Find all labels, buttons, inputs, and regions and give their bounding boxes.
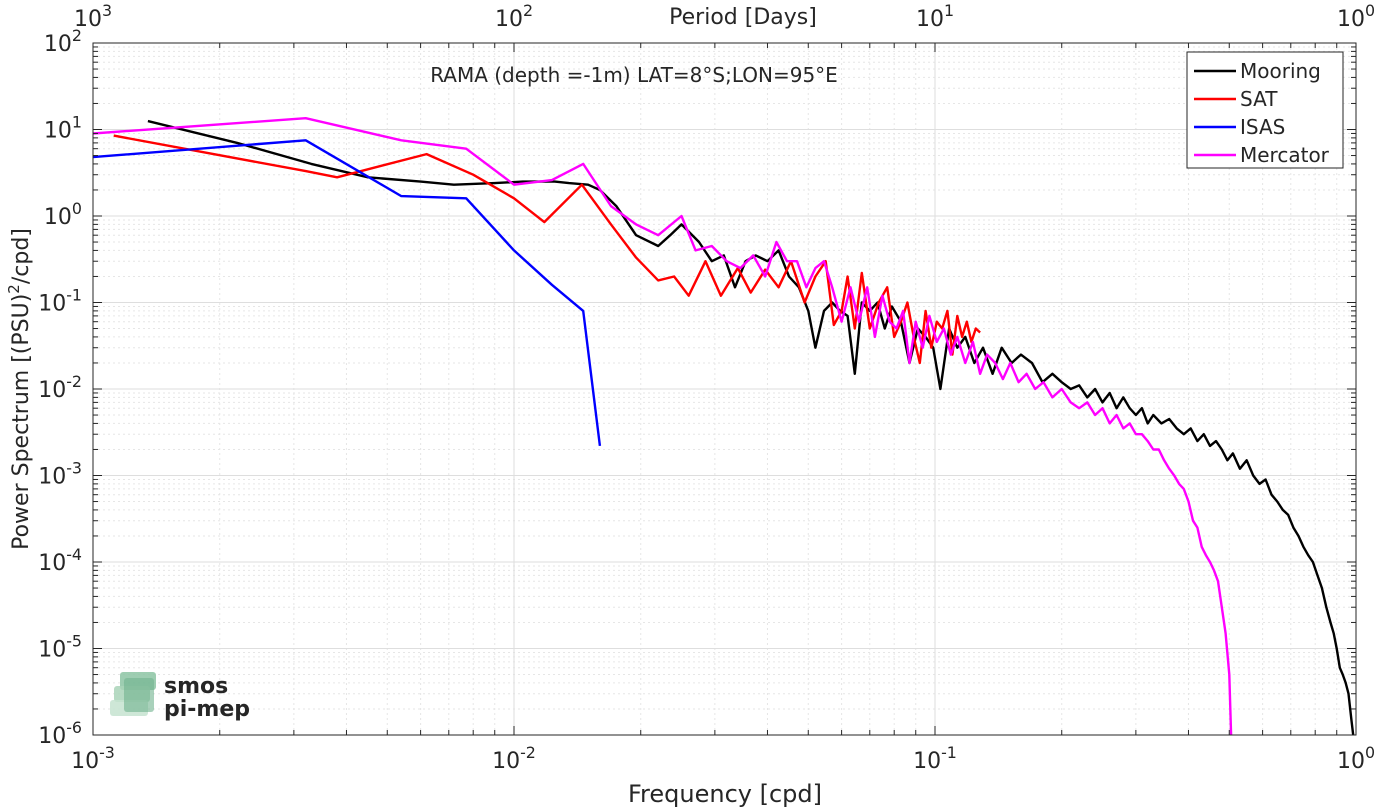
chart-title: RAMA (depth =-1m) LAT=8°S;LON=95°E xyxy=(430,63,838,87)
x2-tick-label: 102 xyxy=(495,1,533,32)
legend-label-sat: SAT xyxy=(1240,87,1278,111)
y-tick-label: 10-3 xyxy=(38,459,82,490)
y-axis-label: Power Spectrum [(PSU)2/cpd] xyxy=(5,228,34,550)
smos-pimep-logo: smos pi-mep xyxy=(110,672,250,722)
y-tick-label: 10-4 xyxy=(38,545,82,576)
series-line-isas xyxy=(92,139,602,447)
x-tick-labels: 10-3 10-2 10-1 100 xyxy=(71,743,1375,774)
x2-tick-label: 100 xyxy=(1337,1,1375,32)
major-grid xyxy=(92,43,1356,736)
y-tick-label: 10-6 xyxy=(38,718,82,749)
y-tick-label: 10-1 xyxy=(38,286,82,317)
logo-mark-icon xyxy=(110,672,156,716)
x2-tick-label: 101 xyxy=(916,1,954,32)
y-tick-label: 102 xyxy=(44,26,82,57)
x-tick-label: 100 xyxy=(1337,743,1375,774)
series-line-mooring xyxy=(147,119,1355,736)
logo-text-smos: smos xyxy=(164,674,228,699)
x-tick-label: 10-1 xyxy=(913,743,957,774)
x2-axis-label: Period [Days] xyxy=(669,5,817,30)
legend-label-mercator: Mercator xyxy=(1240,143,1330,167)
y-tick-label: 101 xyxy=(44,113,82,144)
y-tick-label: 10-5 xyxy=(38,632,82,663)
x-tick-label: 10-2 xyxy=(492,743,536,774)
logo-text-pimep: pi-mep xyxy=(164,697,250,722)
x-axis-label: Frequency [cpd] xyxy=(628,780,822,808)
y-tick-label: 100 xyxy=(44,199,82,230)
y-tick-labels: 102 101 100 10-1 10-2 10-3 10-4 10-5 10-6 xyxy=(38,26,82,749)
x2-tick-label: 103 xyxy=(74,1,112,32)
legend-label-mooring: Mooring xyxy=(1240,59,1321,83)
series-line-mercator xyxy=(92,116,1233,736)
x2-tick-labels: 103 102 101 100 xyxy=(74,1,1375,32)
legend-label-isas: ISAS xyxy=(1240,115,1285,139)
x-tick-label: 10-3 xyxy=(71,743,115,774)
series-line-sat xyxy=(113,134,981,365)
axis-ticks xyxy=(92,43,1356,736)
y-tick-label: 10-2 xyxy=(38,372,82,403)
series-layer xyxy=(92,116,1355,736)
legend: Mooring SAT ISAS Mercator xyxy=(1186,51,1344,169)
